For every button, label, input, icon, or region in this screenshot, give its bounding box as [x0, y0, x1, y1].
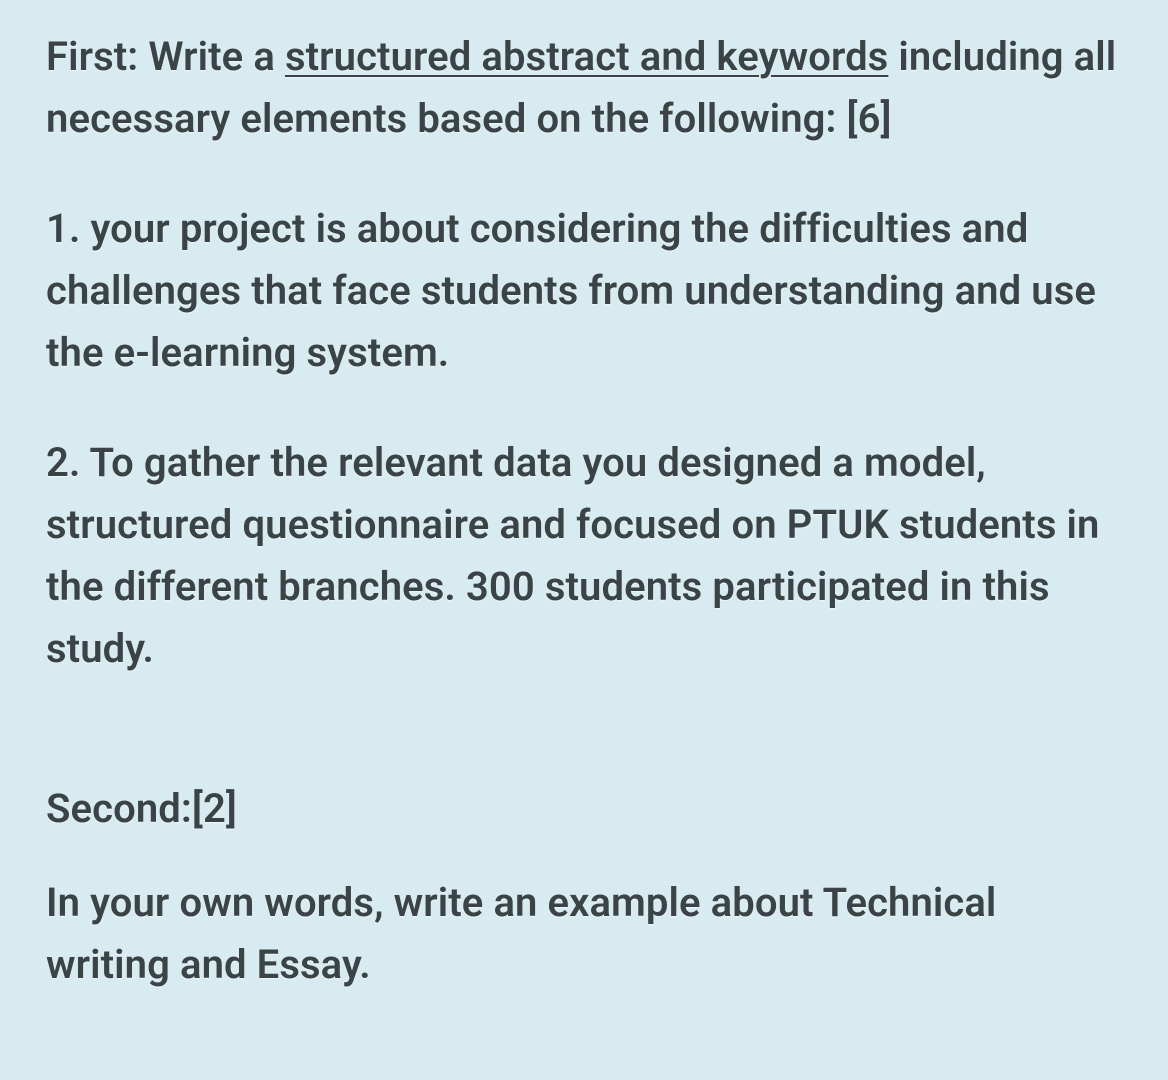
paragraph-second-prompt: In your own words, write an example abou… — [46, 872, 1122, 996]
text-lead: First: Write a — [46, 33, 275, 80]
paragraph-second-heading: Second:[2] — [46, 778, 1122, 840]
document-page: First: Write a structured abstract and k… — [0, 0, 1168, 1080]
text-underlined-phrase: structured abstract and keywords — [285, 33, 888, 80]
paragraph-point-2: 2. To gather the relevant data you desig… — [46, 432, 1122, 680]
paragraph-first-prompt: First: Write a structured abstract and k… — [46, 26, 1122, 150]
paragraph-point-1: 1. your project is about considering the… — [46, 198, 1122, 384]
